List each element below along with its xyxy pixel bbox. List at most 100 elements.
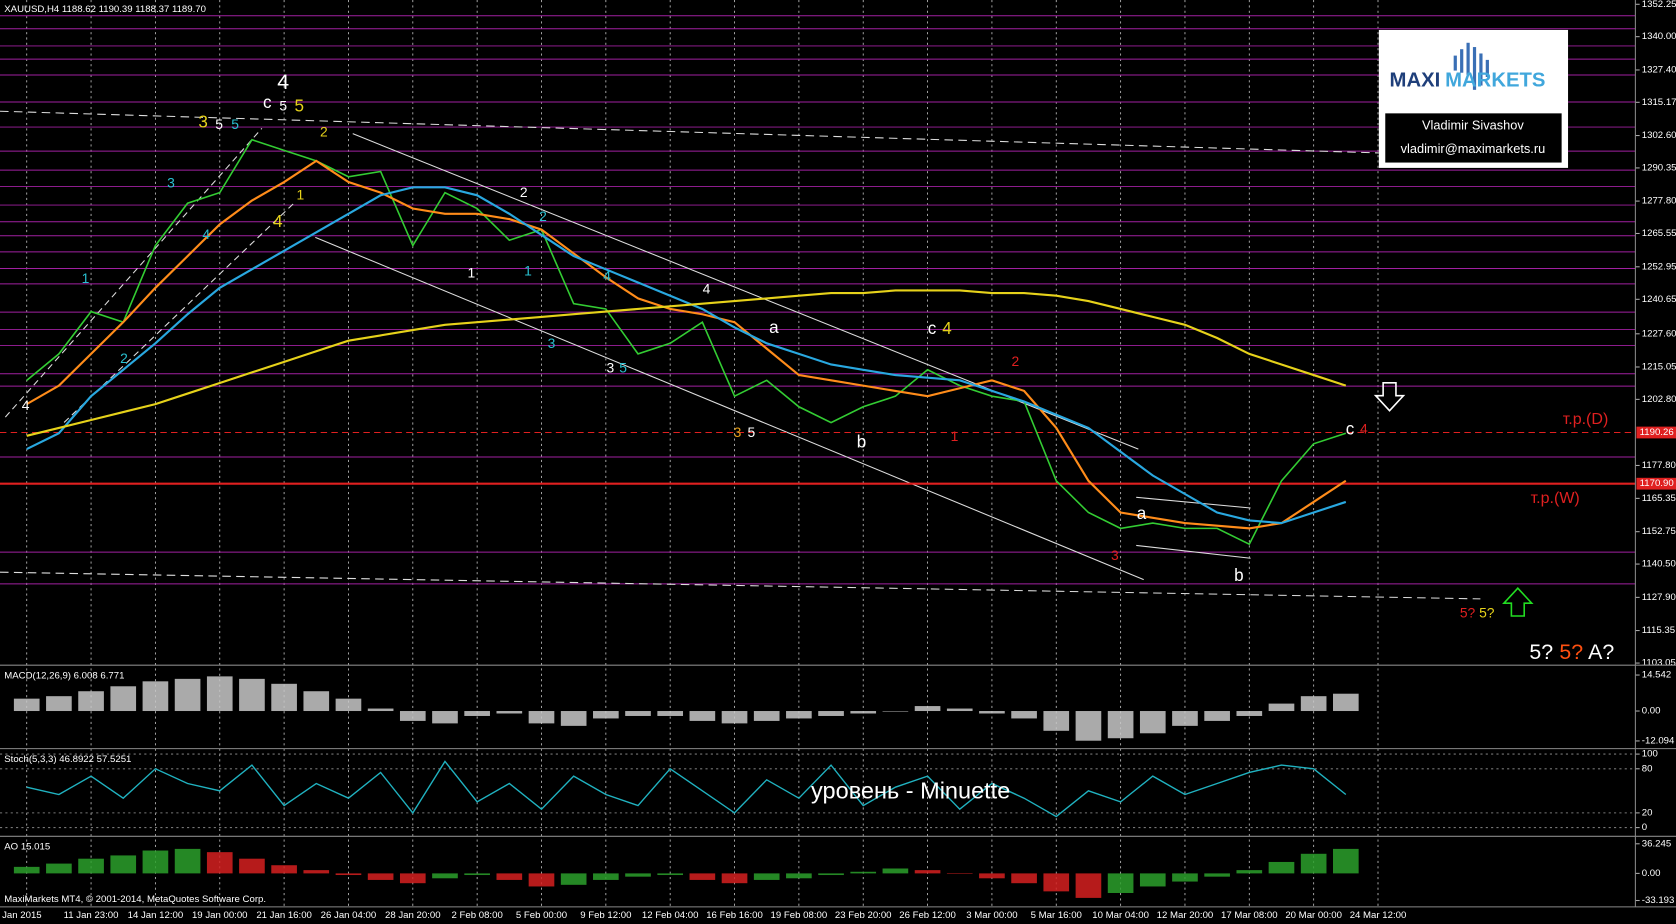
histogram-bar: [882, 868, 909, 874]
author-name: Vladimir Sivashov: [1422, 118, 1524, 133]
panel-title: MACD(12,26,9) 6.008 6.771: [4, 670, 124, 681]
wave-label: a: [1137, 504, 1147, 523]
wave-label: 4: [603, 268, 611, 284]
wave-label: 5: [279, 98, 287, 114]
histogram-bar: [1139, 711, 1166, 734]
histogram-bar: [367, 708, 394, 712]
price-box-label: 1170.90: [1640, 478, 1674, 489]
wave-label: 5: [215, 116, 223, 132]
histogram-bar: [1043, 873, 1070, 892]
histogram-bar: [1043, 711, 1070, 731]
histogram-bar: [464, 711, 490, 716]
y-tick-label: 1302.60: [1642, 130, 1676, 141]
histogram-bar: [1268, 861, 1295, 874]
panel-title: Stoch(5,3,3) 46.8922 57.5251: [4, 754, 131, 765]
y-tick-label: 1352.25: [1642, 0, 1676, 10]
y-tick-label: 1340.00: [1642, 31, 1676, 42]
x-tick-label: 20 Mar 00:00: [1285, 910, 1342, 921]
histogram-bar: [1300, 853, 1327, 874]
histogram-bar: [946, 708, 973, 712]
histogram-bar: [271, 865, 297, 874]
histogram-bar: [1139, 873, 1166, 887]
y-tick-label: 1277.80: [1642, 196, 1676, 207]
author-email: vladimir@maximarkets.ru: [1401, 141, 1546, 156]
x-tick-label: 5 Feb 00:00: [516, 910, 567, 921]
histogram-bar: [560, 873, 587, 885]
x-tick-label: Jan 2015: [2, 910, 42, 921]
histogram-bar: [496, 873, 523, 880]
histogram-bar: [303, 870, 330, 874]
wedge-line: [1136, 544, 1251, 559]
y-tick-label: 1177.80: [1642, 460, 1676, 471]
histogram-bar: [528, 711, 555, 724]
y-tick-label: 1127.90: [1642, 592, 1676, 603]
x-tick-label: 14 Jan 12:00: [128, 910, 184, 921]
wave-label: 5: [231, 116, 239, 132]
wave-label: 5: [295, 96, 305, 115]
moving-average: [26, 186, 1347, 525]
histogram-bar: [206, 852, 233, 874]
y-tick-label: 20: [1642, 807, 1653, 818]
histogram-bar: [432, 711, 458, 724]
x-tick-label: 12 Mar 20:00: [1157, 910, 1214, 921]
y-tick-label: 36.245: [1642, 838, 1671, 849]
x-tick-label: 5 Mar 16:00: [1031, 910, 1082, 921]
histogram-bar: [560, 711, 587, 726]
histogram-bar: [303, 691, 330, 712]
histogram-bar: [1236, 711, 1263, 716]
wave-label: 3: [198, 112, 208, 131]
histogram-bar: [1011, 873, 1037, 884]
histogram-bar: [1204, 873, 1230, 877]
histogram-bar: [1268, 703, 1295, 712]
y-tick-label: -33.193: [1642, 895, 1675, 906]
wave-label: 5?: [1479, 605, 1495, 621]
histogram-bar: [46, 863, 72, 874]
y-tick-label: 1202.80: [1642, 394, 1676, 405]
trend-line: [0, 110, 1379, 154]
histogram-bar: [78, 691, 104, 712]
wave-label: c: [1346, 419, 1355, 438]
histogram-bar: [1107, 873, 1134, 893]
wave-label: 4: [277, 70, 289, 94]
wave-label: 2: [320, 123, 328, 139]
histogram-bar: [914, 706, 941, 712]
wave-label: 5?: [1559, 640, 1583, 664]
y-tick-label: 0: [1642, 822, 1647, 833]
x-tick-label: 23 Feb 20:00: [835, 910, 892, 921]
x-tick-label: 11 Jan 23:00: [64, 910, 119, 921]
histogram-bar: [882, 711, 909, 712]
wave-label: 3: [167, 175, 175, 191]
target-label: т.р.(D): [1563, 410, 1609, 428]
histogram-bar: [721, 711, 748, 724]
histogram-bar: [399, 711, 426, 721]
x-tick-label: 9 Feb 12:00: [580, 910, 631, 921]
histogram-bar: [13, 866, 40, 874]
y-tick-label: 1327.40: [1642, 65, 1676, 76]
y-tick-label: 1115.35: [1642, 625, 1675, 636]
wave-label: 4: [273, 212, 283, 231]
histogram-bar: [432, 873, 458, 879]
y-tick-label: 1152.75: [1642, 526, 1676, 537]
price-box: [1636, 426, 1676, 439]
wave-label: 2: [120, 350, 128, 366]
wave-label: 2: [539, 208, 547, 224]
histogram-bar: [239, 858, 265, 874]
x-tick-label: 12 Feb 04:00: [642, 910, 699, 921]
histogram-bar: [13, 698, 40, 712]
x-tick-label: 19 Jan 00:00: [192, 910, 248, 921]
wave-label: 4: [942, 319, 952, 338]
footer: MaxiMarkets MT4, © 2001-2014, MetaQuotes…: [4, 894, 266, 905]
histogram-bar: [946, 873, 973, 874]
histogram-bar: [1332, 848, 1359, 874]
price-line: [26, 138, 1347, 546]
wave-label: 4: [22, 397, 30, 413]
histogram-bar: [174, 848, 201, 874]
histogram-bar: [593, 873, 619, 880]
wave-label: 1: [468, 264, 476, 280]
wave-label: a: [769, 318, 779, 337]
histogram-bar: [78, 858, 104, 874]
histogram-bar: [271, 683, 297, 712]
channel-line: [315, 236, 1144, 581]
histogram-bar: [1075, 873, 1102, 898]
